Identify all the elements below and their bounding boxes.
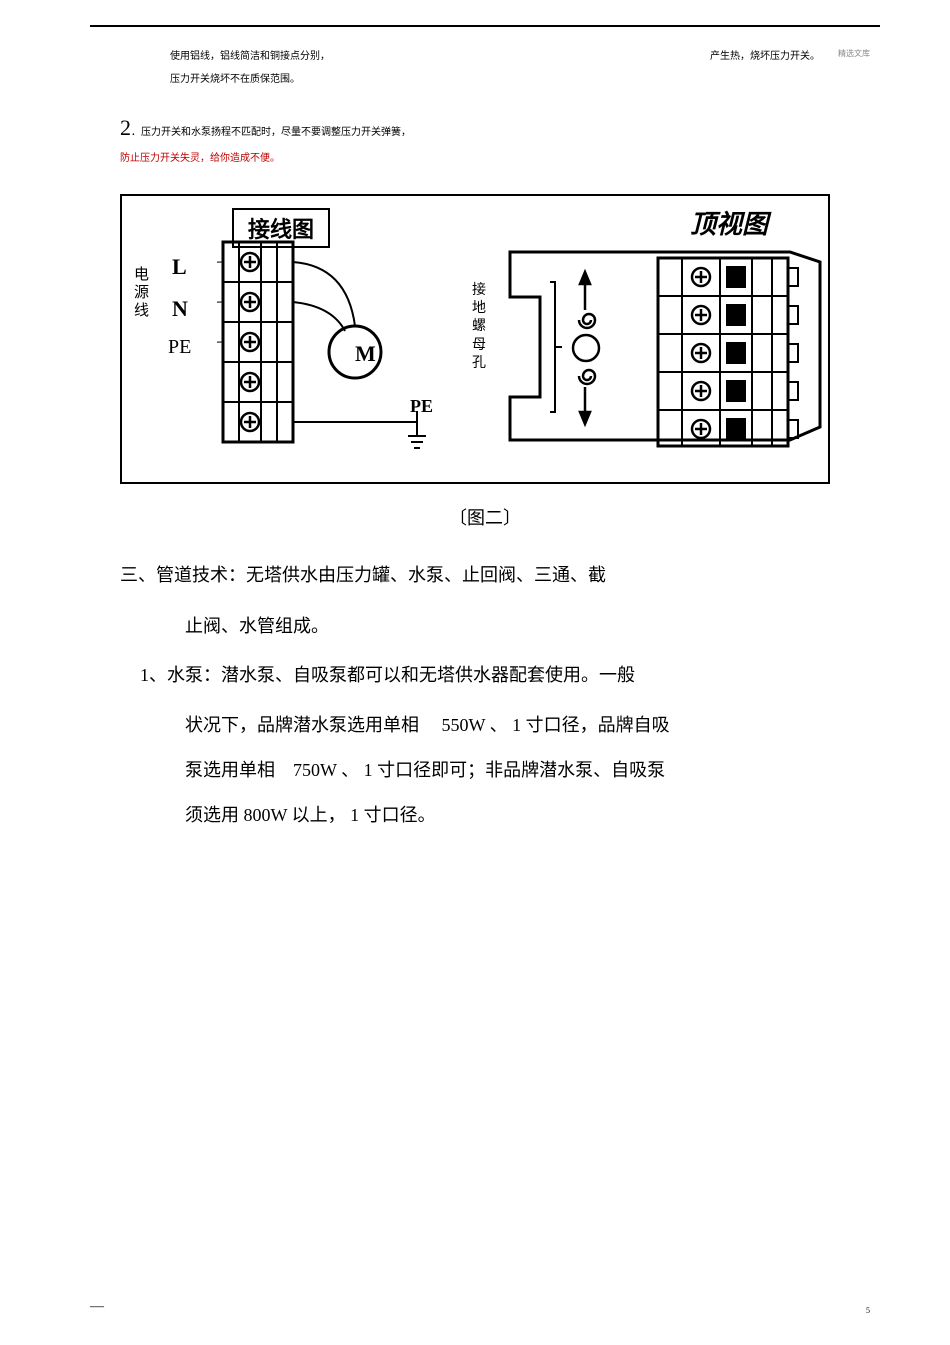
section-3-title: 三、管道技术：无塔供水由压力罐、水泵、止回阀、三通、截 — [122, 555, 880, 596]
page-number: 5 — [866, 1306, 870, 1315]
point-2-line2: 防止压力开关失灵，给你造成不便。 — [90, 149, 880, 164]
header-line2: 压力开关烧坏不在质保范围。 — [90, 70, 880, 85]
point-2-number: 2 — [120, 115, 131, 140]
point-2: 2．压力开关和水泵扬程不匹配时，尽量不要调整压力开关弹簧， — [90, 115, 880, 141]
label-L: L — [172, 254, 187, 280]
subsection-1-line3: 须选用 800W 以上， 1 寸口径。 — [90, 793, 880, 838]
brand-watermark: 精选文库 — [838, 48, 870, 59]
figure-caption: 〔图二〕 — [90, 504, 880, 530]
subsection-1-line1: 状况下，品牌潜水泵选用单相 550W 、 1 寸口径，品牌自吸 — [90, 703, 880, 748]
power-line-label: 电源线 — [134, 266, 150, 320]
label-N: N — [172, 296, 188, 322]
footer-dash: — — [90, 1299, 104, 1315]
top-view-title: 顶视图 — [690, 204, 768, 241]
left-terminal-diagram — [217, 236, 467, 466]
right-terminal-diagram — [652, 252, 822, 452]
section-3-body: 止阀、水管组成。 — [90, 606, 880, 647]
top-rule — [90, 25, 880, 27]
point-2-text: ．压力开关和水泵扬程不匹配时，尽量不要调整压力开关弹簧， — [131, 127, 411, 138]
diagram-box: 接线图 顶视图 电源线 接地螺母孔 L N PE M PE — [120, 194, 830, 484]
label-PE: PE — [168, 336, 191, 359]
page-content: 使用铝线，铝线简洁和铜接点分别， 产生热，烧坏压力开关。 精选文库 压力开关烧坏… — [0, 0, 950, 858]
subsection-1-title: 1、水泵：潜水泵、自吸泵都可以和无塔供水器配套使用。一般 — [90, 653, 880, 698]
header-row: 使用铝线，铝线简洁和铜接点分别， 产生热，烧坏压力开关。 — [90, 47, 880, 62]
subsection-1-line2: 泵选用单相 750W 、 1 寸口径即可；非品牌潜水泵、自吸泵 — [90, 748, 880, 793]
ground-nut-label: 接地螺母孔 — [472, 282, 488, 373]
header-text-left: 使用铝线，铝线简洁和铜接点分别， — [90, 47, 330, 62]
